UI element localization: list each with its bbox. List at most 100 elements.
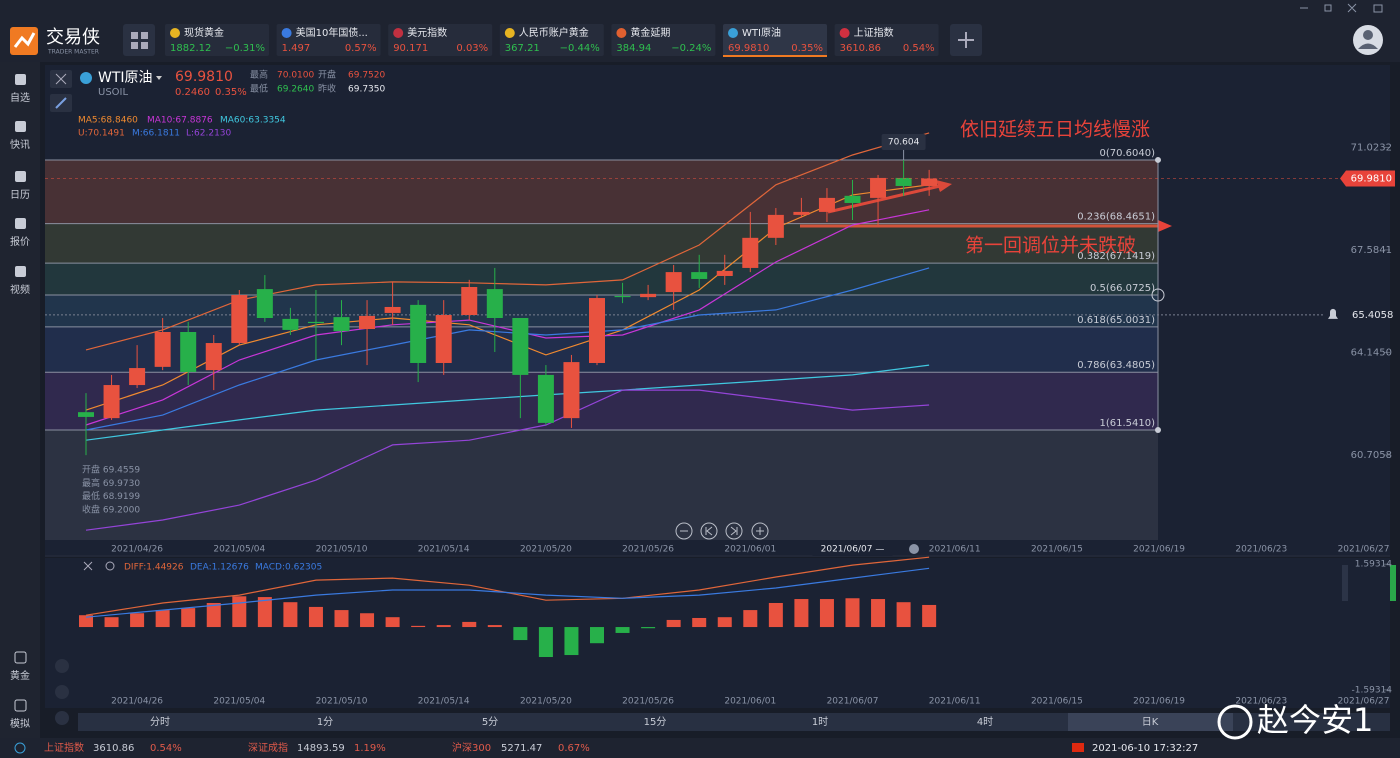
macd-bar [819,599,834,628]
sidebar-label[interactable]: 黄金 [10,669,30,682]
sidebar-icon[interactable] [15,121,26,132]
fib-band [45,223,1158,264]
grid-button[interactable] [123,24,155,56]
sidebar-label[interactable]: 快讯 [10,139,30,151]
x-tick-label: 2021/06/11 [929,545,981,555]
candle-body [129,368,146,386]
status-change: 0.54% [150,743,182,754]
y-tick-label: 1.59314 [1355,560,1392,570]
period-tab[interactable]: 5分 [482,716,498,728]
status-bar [0,738,1400,758]
ticker-price: 3610.86 [840,43,881,54]
field-value: 70.0100 [277,71,314,81]
field-label: 昨收 [318,83,336,95]
macd-bar [308,606,323,628]
period-tab[interactable]: 日K [1142,717,1159,728]
arrowhead [1158,220,1172,232]
sidebar [0,62,40,738]
tool-icon[interactable] [55,659,69,673]
macd-bar [79,615,93,628]
x-tick-label: 2021/06/11 [929,697,981,707]
max-marker: 70.604 [888,137,920,147]
ticker-price: 367.21 [505,43,540,54]
macd-bar [257,597,272,628]
scroll-indicator [1390,565,1396,601]
x-tick-label: 2021/06/23 [1235,697,1287,707]
macd-settings[interactable] [105,561,115,571]
sidebar-label[interactable]: 日历 [10,189,30,201]
macd-bar [462,621,477,628]
zoom-out[interactable] [675,522,693,540]
indicator-line [85,389,930,531]
macd-bar [360,613,375,628]
macd-line [85,567,930,618]
fib-band [45,263,1158,295]
ticker-card[interactable] [165,24,269,56]
sidebar-icon[interactable] [14,651,27,664]
candle-body [921,178,938,186]
candle-body [78,412,94,417]
sidebar-icon[interactable] [15,218,26,229]
sidebar-label[interactable]: 模拟 [10,717,30,730]
x-tick-label: 2021/06/15 [1031,545,1083,555]
indicator-label: MA60:63.3354 [220,116,286,126]
x-tick-label: 2021/05/04 [213,545,265,555]
period-tab[interactable]: 1分 [317,716,333,728]
fib-label: 0(70.6040) [1099,148,1155,159]
ticker-icon [170,28,180,38]
x-tick-label: 2021/05/04 [213,697,265,707]
tool-icon[interactable] [55,711,69,725]
ticker-card[interactable] [723,24,827,56]
candle-body [895,177,912,186]
alert-bell[interactable] [1328,308,1338,319]
sidebar-label[interactable]: 报价 [10,235,30,248]
period-tab[interactable]: 15分 [644,716,667,728]
ticker-card[interactable] [499,24,604,56]
x-tick-label: 2021/05/26 [622,697,674,707]
ticker-card[interactable] [388,24,493,56]
status-change: 0.67% [558,743,590,754]
window-controls[interactable] [1300,3,1383,13]
crosshair-info: 最低 68.9199 [82,490,140,502]
icon [730,526,738,536]
crosshair-info: 开盘 69.4559 [82,464,140,476]
fib-handle[interactable] [1155,427,1161,434]
sidebar-icon[interactable] [15,74,26,85]
period-tab[interactable]: 分时 [150,716,170,728]
ticker-name: 美国10年国债... [296,26,368,39]
sidebar-label[interactable]: 自选 [10,91,30,104]
zoom-in[interactable] [751,522,769,540]
candle-body [384,306,401,313]
ticker-card[interactable] [834,24,939,56]
ticker-card[interactable] [276,24,381,56]
sidebar-icon[interactable] [14,699,27,712]
symbol-code: USOIL [98,87,128,98]
fib-band [45,430,1158,540]
ticker-card[interactable] [611,24,716,56]
macd-bar [513,627,528,641]
fib-label: 0.382(67.1419) [1077,251,1155,262]
go-end[interactable] [725,522,743,540]
indicator-label: L:62.2130 [186,129,232,139]
status-change: 1.19% [354,743,386,754]
go-start[interactable] [700,522,718,540]
sidebar-icon[interactable] [15,171,26,182]
fib-handle[interactable] [1155,156,1161,163]
avatar-head [1363,30,1373,40]
ticker-name: 美元指数 [407,26,447,39]
candle-body [256,289,273,318]
dropdown-icon[interactable] [156,76,162,80]
fib-handle[interactable] [1151,288,1165,302]
period-tab[interactable]: 1时 [812,716,828,728]
datetime: 2021-06-10 17:32:27 [1092,743,1198,754]
macd-bar [845,598,860,628]
period-tab[interactable]: 4时 [977,716,993,728]
fib-label: 0.618(65.0031) [1077,315,1155,326]
indicator-label: MA5:68.8460 [78,116,138,126]
ticker-icon [393,28,404,38]
tool-icon[interactable] [55,685,69,699]
crosshair-handle[interactable] [909,544,919,554]
sidebar-icon[interactable] [15,266,26,277]
sidebar-label[interactable]: 视频 [10,283,30,296]
macd-close[interactable] [83,561,93,571]
